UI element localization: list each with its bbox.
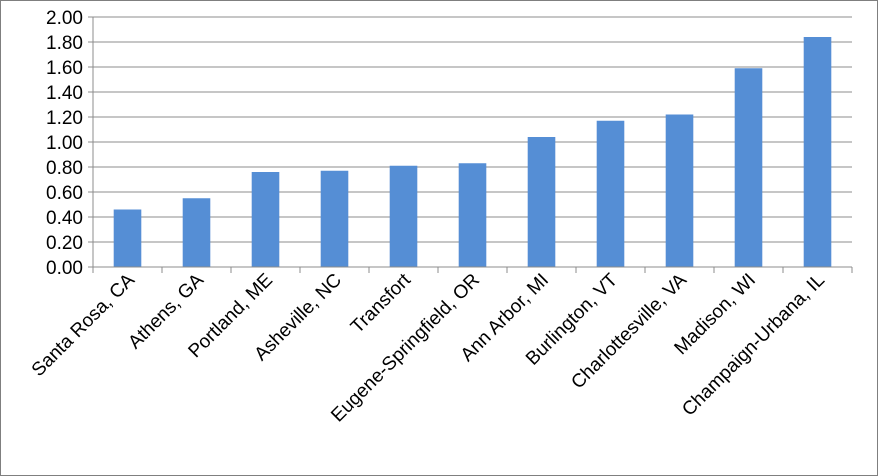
gridlines [93,16,852,243]
x-category-label: Santa Rosa, CA [28,269,139,380]
y-tick-label: 1.60 [46,58,83,79]
y-tick-label: 0.00 [46,258,83,279]
bar [251,172,280,267]
bar [320,170,349,267]
x-category-label: Champaign-Urbana, IL [678,270,829,421]
y-tick-label: 1.40 [46,83,83,104]
y-tick-label: 0.80 [46,158,83,179]
axes [88,16,853,273]
bars [113,37,832,267]
y-tick-label: 1.80 [46,33,83,54]
bar [596,120,625,267]
y-tick-label: 2.00 [46,8,83,29]
x-category-label: Transfort [347,269,416,338]
bar [527,137,556,267]
y-tick-label: 0.40 [46,208,83,229]
bar [113,209,142,267]
bar [803,37,832,267]
bar [665,114,694,267]
bar [458,163,487,267]
x-category-label: Charlottesville, VA [567,269,691,393]
bar [734,68,763,267]
bar [182,198,211,267]
y-tick-label: 1.00 [46,133,83,154]
y-tick-labels: 0.00 0.20 0.40 0.60 0.80 1.00 1.20 1.40 1.60 1.80… [46,8,83,279]
y-tick-label: 1.20 [46,108,83,129]
y-tick-label: 0.20 [46,233,83,254]
y-tick-label: 0.60 [46,183,83,204]
bar [389,165,418,267]
